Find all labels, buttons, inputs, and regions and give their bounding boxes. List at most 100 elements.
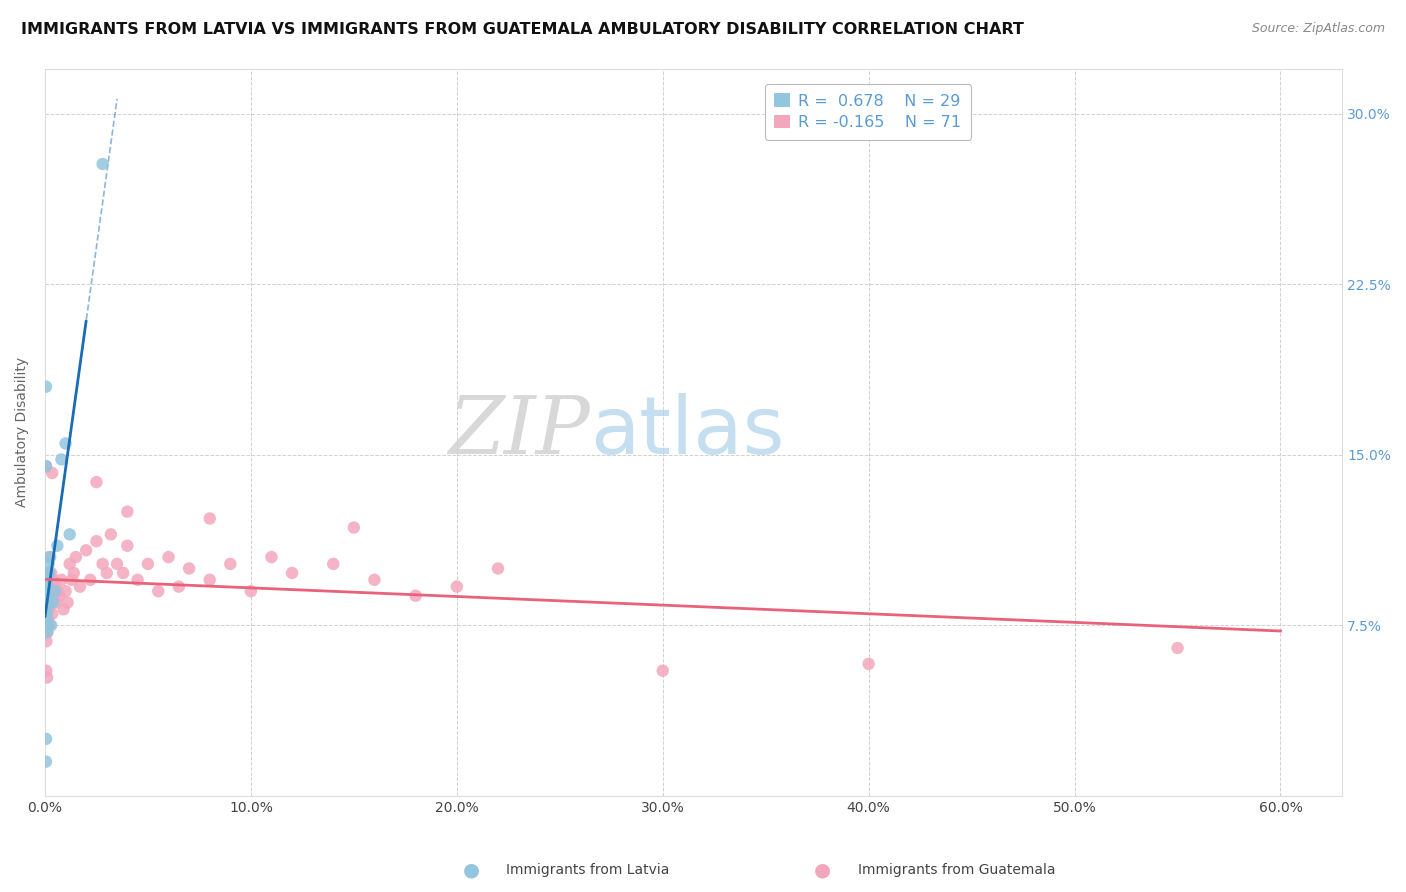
- Point: [79, 573, 101, 587]
- Point: [42, 595, 65, 609]
- Point: [39, 595, 62, 609]
- Point: [35, 459, 58, 474]
- Point: [35, 625, 58, 640]
- Point: [127, 573, 149, 587]
- Point: [42, 573, 65, 587]
- Point: [239, 584, 262, 599]
- Point: [37, 580, 59, 594]
- Point: [37, 589, 59, 603]
- Point: [38, 602, 60, 616]
- Point: [37, 580, 59, 594]
- Point: [35, 589, 58, 603]
- Point: [55, 436, 77, 450]
- Point: [52, 602, 75, 616]
- Point: [322, 557, 344, 571]
- Point: [86, 534, 108, 549]
- Point: [38, 550, 60, 565]
- Point: [37, 566, 59, 580]
- Point: [60, 573, 83, 587]
- Point: [46, 539, 69, 553]
- Point: [35, 755, 58, 769]
- Point: [65, 550, 87, 565]
- Point: [46, 584, 69, 599]
- Point: [179, 561, 201, 575]
- Point: [39, 584, 62, 599]
- Point: [35, 459, 58, 474]
- Point: [62, 566, 84, 580]
- Point: [117, 505, 139, 519]
- Point: [100, 527, 122, 541]
- Point: [51, 573, 73, 587]
- Point: [363, 573, 385, 587]
- Point: [198, 573, 221, 587]
- Point: [37, 611, 59, 625]
- Point: [343, 520, 366, 534]
- Point: [148, 584, 170, 599]
- Point: [45, 595, 67, 609]
- Legend: R =  0.678    N = 29, R = -0.165    N = 71: R = 0.678 N = 29, R = -0.165 N = 71: [765, 84, 972, 140]
- Point: [405, 589, 427, 603]
- Point: [35, 618, 58, 632]
- Point: [35, 625, 58, 640]
- Point: [69, 580, 91, 594]
- Point: [37, 593, 59, 607]
- Point: [41, 607, 63, 621]
- Point: [35, 731, 58, 746]
- Text: IMMIGRANTS FROM LATVIA VS IMMIGRANTS FROM GUATEMALA AMBULATORY DISABILITY CORREL: IMMIGRANTS FROM LATVIA VS IMMIGRANTS FRO…: [21, 22, 1024, 37]
- Point: [157, 550, 180, 565]
- Point: [38, 566, 60, 580]
- Point: [86, 475, 108, 489]
- Point: [281, 566, 304, 580]
- Text: atlas: atlas: [591, 393, 785, 471]
- Text: Source: ZipAtlas.com: Source: ZipAtlas.com: [1251, 22, 1385, 36]
- Text: ●: ●: [463, 860, 479, 880]
- Point: [486, 561, 509, 575]
- Point: [56, 595, 79, 609]
- Point: [59, 557, 82, 571]
- Text: ●: ●: [814, 860, 831, 880]
- Point: [35, 595, 58, 609]
- Point: [37, 625, 59, 640]
- Point: [91, 157, 114, 171]
- Point: [167, 580, 190, 594]
- Point: [136, 557, 159, 571]
- Point: [35, 573, 58, 587]
- Point: [117, 539, 139, 553]
- Text: Immigrants from Latvia: Immigrants from Latvia: [506, 863, 669, 877]
- Point: [39, 618, 62, 632]
- Point: [75, 543, 97, 558]
- Point: [35, 618, 58, 632]
- Point: [858, 657, 880, 671]
- Point: [39, 550, 62, 565]
- Point: [651, 664, 673, 678]
- Point: [37, 566, 59, 580]
- Point: [1167, 640, 1189, 655]
- Point: [35, 595, 58, 609]
- Point: [35, 584, 58, 599]
- Point: [112, 566, 135, 580]
- Point: [37, 595, 59, 609]
- Point: [35, 671, 58, 685]
- Point: [35, 607, 58, 621]
- Point: [51, 452, 73, 467]
- Point: [44, 580, 66, 594]
- Text: Immigrants from Guatemala: Immigrants from Guatemala: [858, 863, 1054, 877]
- Point: [37, 589, 59, 603]
- Text: ZIP: ZIP: [449, 393, 591, 471]
- Point: [35, 379, 58, 393]
- Point: [44, 584, 66, 599]
- Point: [41, 466, 63, 480]
- Point: [35, 634, 58, 648]
- Point: [446, 580, 468, 594]
- Point: [35, 611, 58, 625]
- Y-axis label: Ambulatory Disability: Ambulatory Disability: [15, 357, 30, 508]
- Point: [35, 602, 58, 616]
- Point: [35, 584, 58, 599]
- Point: [35, 664, 58, 678]
- Point: [39, 566, 62, 580]
- Point: [48, 589, 70, 603]
- Point: [91, 557, 114, 571]
- Point: [38, 618, 60, 632]
- Point: [35, 618, 58, 632]
- Point: [198, 511, 221, 525]
